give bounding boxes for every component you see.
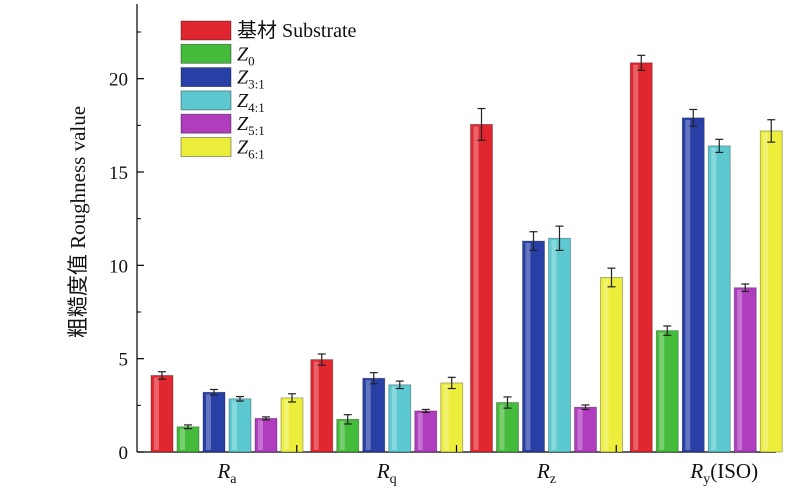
legend-label: Z0 (237, 43, 255, 68)
bar-highlight (633, 64, 639, 451)
legend-label: Z5:1 (237, 113, 265, 138)
bar-highlight (603, 279, 609, 450)
bar-highlight (232, 400, 237, 450)
bar-highlight (180, 428, 185, 450)
legend-swatch (180, 113, 232, 134)
bar-highlight (365, 380, 371, 450)
legend-swatch (180, 90, 232, 111)
x-tick-label: Rz (536, 459, 556, 487)
bar-highlight (659, 332, 665, 450)
legend-label: 基材 Substrate (237, 19, 357, 42)
y-tick-label: 10 (109, 256, 128, 277)
y-tick-label: 15 (109, 163, 128, 184)
bar-highlight (417, 412, 423, 450)
bar-highlight (737, 289, 743, 450)
legend-label: Z3:1 (237, 67, 265, 92)
bar-highlight (284, 399, 289, 450)
bar-highlight (258, 420, 263, 450)
legend-label: Z6:1 (237, 137, 265, 162)
bar-highlight (473, 126, 479, 451)
y-tick-label: 0 (119, 443, 129, 464)
bar-highlight (551, 240, 557, 450)
bar-highlight (711, 147, 717, 450)
x-tick-label: Ra (216, 459, 237, 487)
y-tick-label: 20 (109, 70, 128, 91)
bar-highlight (154, 377, 159, 450)
legend-swatch (180, 137, 232, 157)
bar-highlight (313, 361, 319, 450)
bar-highlight (499, 404, 505, 450)
x-tick-label: Rq (376, 459, 397, 487)
bar-highlight (206, 394, 211, 450)
legend-swatch (180, 20, 232, 41)
bar-highlight (525, 243, 531, 450)
bar-highlight (443, 384, 449, 450)
y-tick-label: 5 (119, 350, 129, 371)
x-tick-label: Ry(ISO) (689, 459, 758, 487)
bar-highlight (339, 421, 345, 450)
legend-swatch (180, 67, 232, 87)
bar-highlight (577, 409, 583, 450)
legend-swatch (180, 43, 232, 64)
bar-highlight (763, 132, 769, 450)
bar-highlight (391, 386, 397, 450)
bar-highlight (685, 119, 691, 450)
legend-label: Z4:1 (237, 90, 265, 115)
y-axis-label: 粗糙度值 Roughness value (66, 106, 90, 338)
